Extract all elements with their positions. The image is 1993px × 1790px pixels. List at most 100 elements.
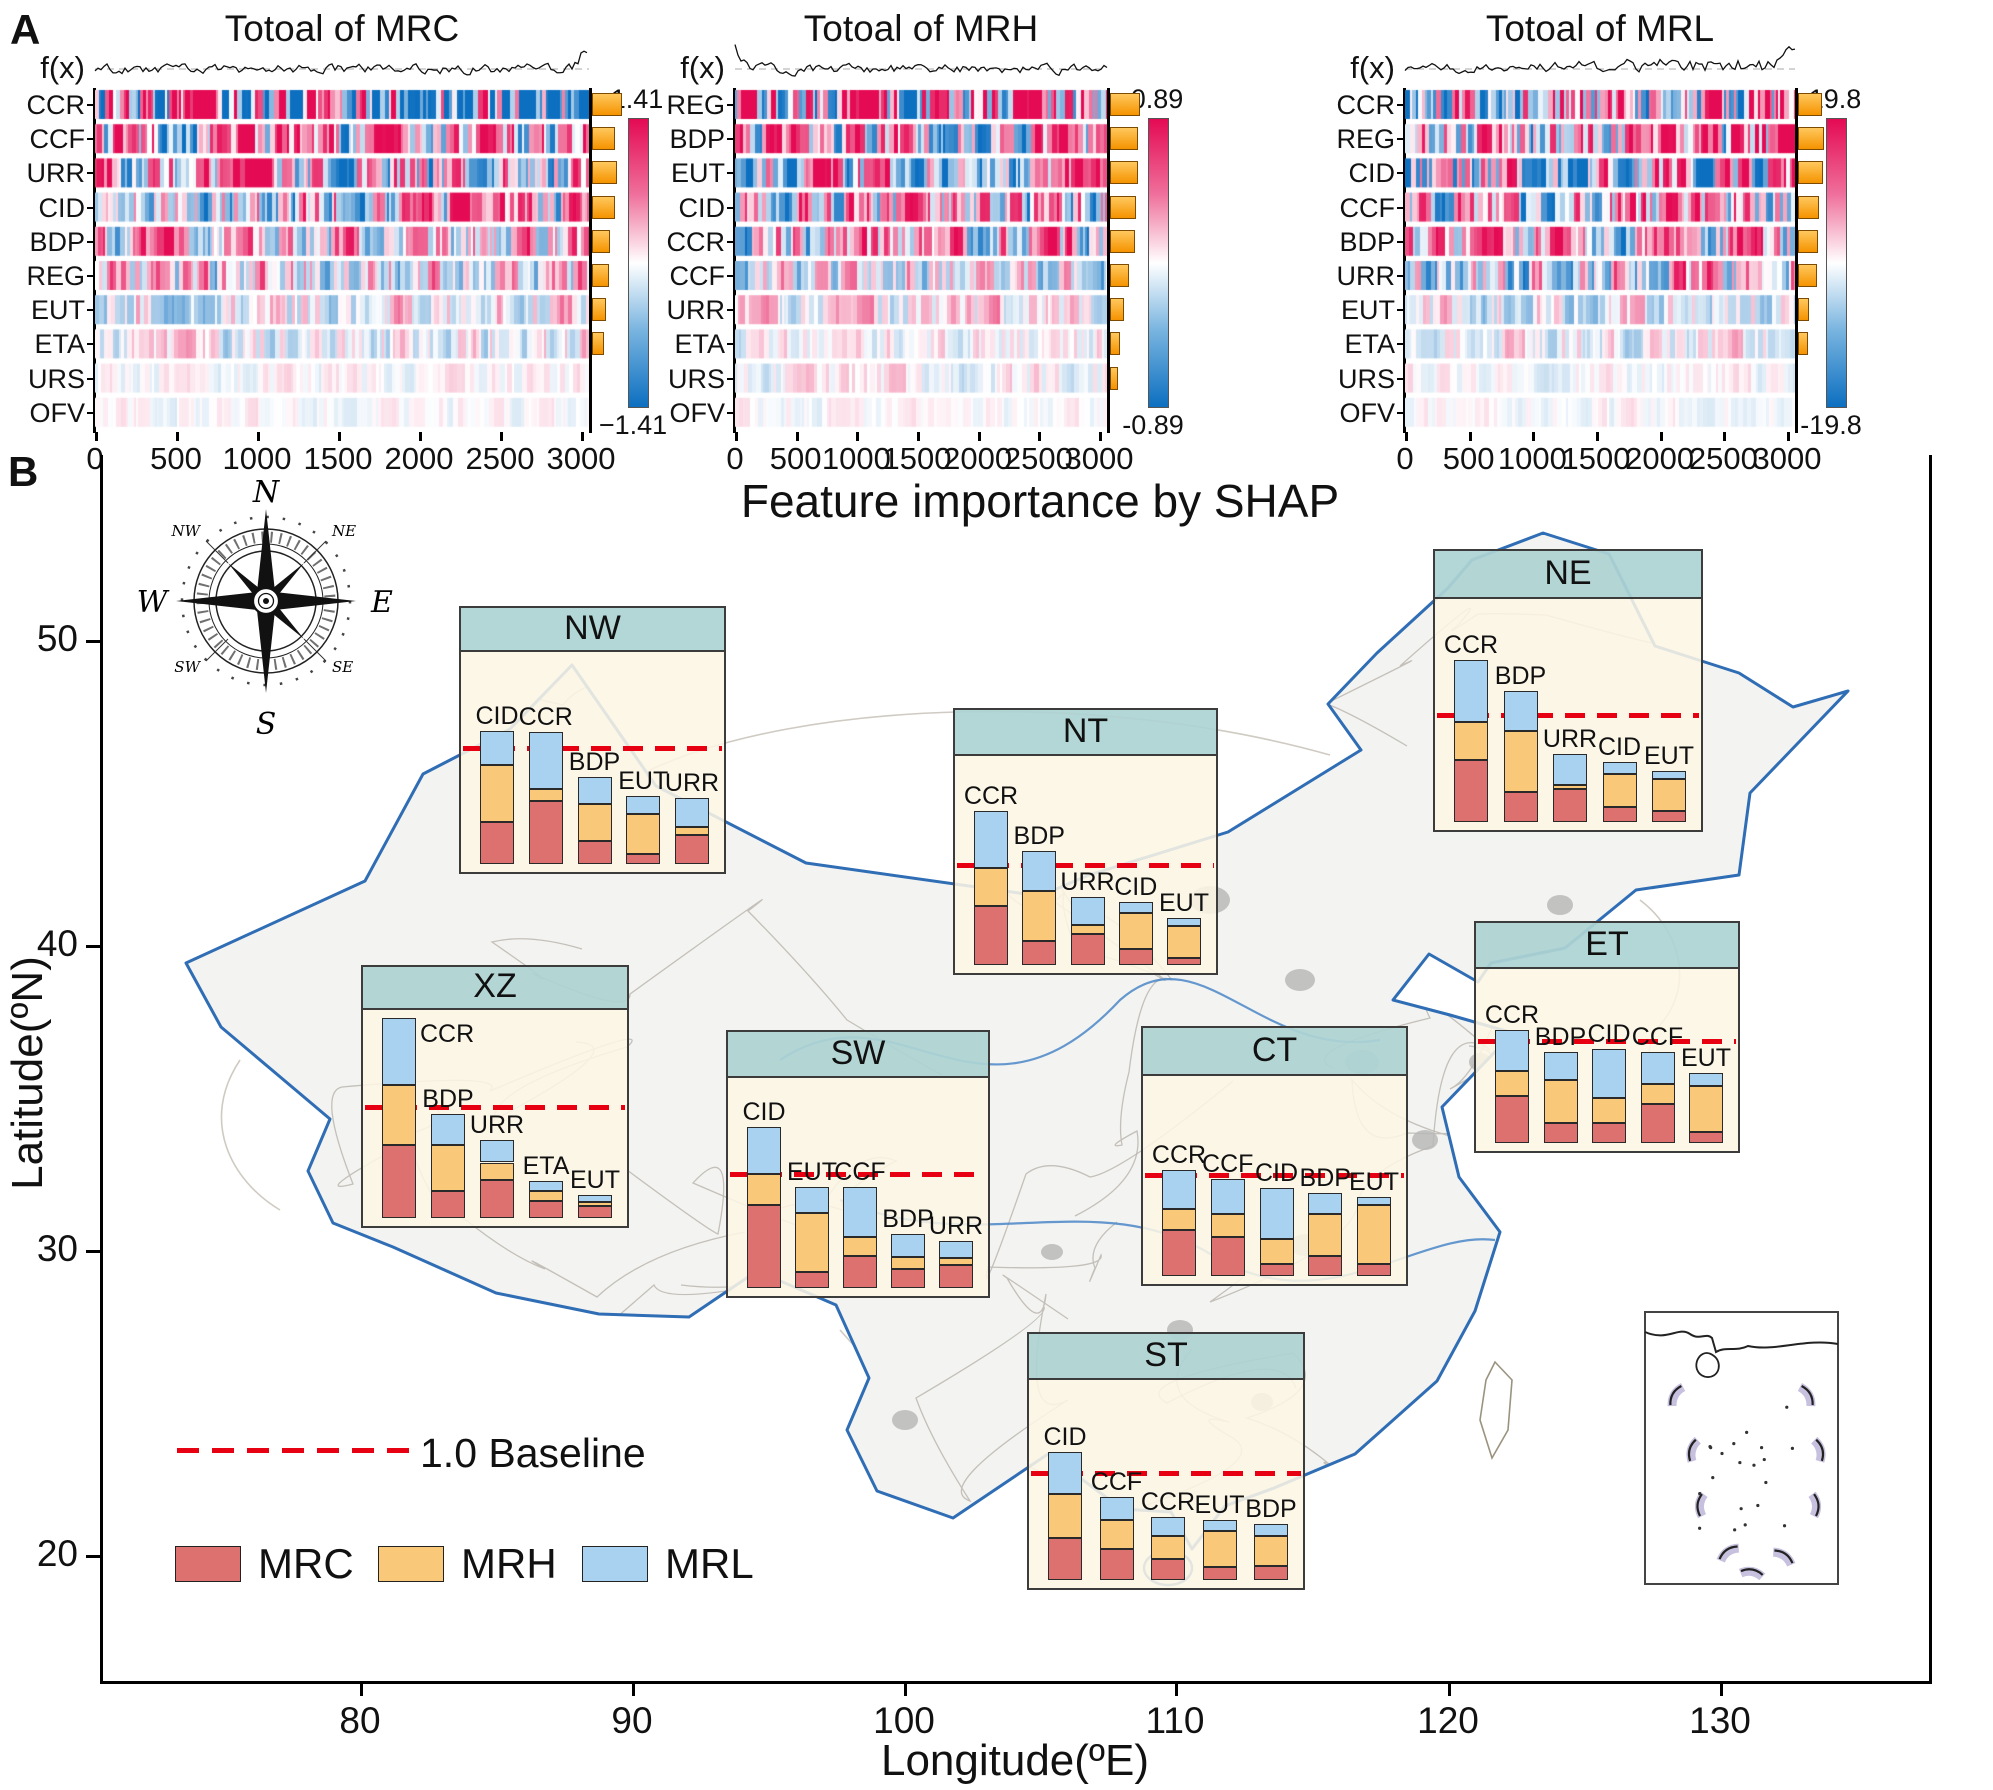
- bar-segment-SW-BDP-MRH: [891, 1257, 925, 1269]
- bar-label-SW-BDP: BDP: [882, 1205, 934, 1234]
- legend-swatch-mrl: [582, 1546, 648, 1582]
- bar-segment-NE-CID-MRL: [1602, 762, 1637, 774]
- legend-swatch-mrc: [175, 1546, 241, 1582]
- y-tick-label: 40: [36, 923, 78, 964]
- bar-segment-CT-CCR-MRH: [1162, 1209, 1196, 1230]
- row-label-URS: URS: [667, 363, 725, 394]
- x-tick-label: 1500: [1561, 441, 1631, 476]
- row-label-URR: URR: [26, 158, 86, 189]
- bar-label-ST-EUT: EUT: [1194, 1491, 1245, 1520]
- row-label-CCF: CCF: [669, 261, 726, 291]
- bar-segment-ST-EUT-MRL: [1202, 1520, 1237, 1531]
- x-tick: [360, 1682, 363, 1696]
- bar-segment-SW-EUT-MRH: [795, 1212, 829, 1273]
- bar-segment-NT-CID-MRH: [1118, 913, 1153, 949]
- row-label-CCR: CCR: [666, 226, 726, 257]
- row-tick: [1397, 104, 1403, 106]
- x-tick: [1659, 432, 1663, 441]
- x-tick-label: 3000: [1752, 441, 1822, 476]
- svg-text:E: E: [370, 585, 393, 620]
- bar-segment-ST-CCF-MRC: [1099, 1548, 1134, 1580]
- row-tick: [727, 377, 733, 380]
- row-label-BDP: BDP: [669, 124, 725, 155]
- bar-segment-CT-EUT-MRL: [1357, 1197, 1391, 1206]
- x-tick: [917, 432, 920, 441]
- row-tick: [1397, 343, 1403, 346]
- bar-segment-NT-CCR-MRH: [974, 868, 1008, 906]
- bar-label-NE-CID: CID: [1597, 733, 1642, 762]
- bar-label-NT-BDP: BDP: [1013, 822, 1065, 850]
- row-label-CID: CID: [678, 192, 726, 223]
- importance-bar-EUT: [1110, 161, 1138, 185]
- row-label-ETA: ETA: [674, 329, 725, 360]
- x-tick-label: 1500: [882, 441, 952, 476]
- bar-segment-ET-EUT-MRH: [1689, 1085, 1723, 1132]
- region-inset-NW: NW CID CCR BDP EUT URR: [459, 606, 726, 874]
- row-tick: [727, 343, 733, 346]
- bar-segment-NE-BDP-MRL: [1503, 691, 1538, 732]
- bar-label-CT-EUT: EUT: [1349, 1168, 1399, 1197]
- bar-segment-ST-CID-MRC: [1048, 1538, 1082, 1580]
- x-tick-label: 1000: [1497, 441, 1567, 476]
- bar-segment-ET-BDP-MRH: [1543, 1079, 1578, 1123]
- x-tick: [1787, 432, 1790, 441]
- region-inset-header: CT: [1143, 1028, 1406, 1076]
- bar-label-XZ-CCR: CCR: [420, 1020, 475, 1049]
- baseline-1.0: [463, 746, 722, 751]
- bar-segment-XZ-EUT-MRC: [578, 1205, 612, 1218]
- bar-segment-SW-CCF-MRH: [843, 1236, 877, 1257]
- right-spine: [1929, 455, 1932, 1684]
- bar-segment-NW-CID-MRC: [480, 822, 514, 864]
- bar-segment-XZ-URR-MRL: [480, 1140, 514, 1163]
- bar-segment-NW-EUT-MRH: [626, 814, 661, 854]
- region-inset-header: NE: [1435, 551, 1701, 599]
- svg-text:S: S: [256, 707, 277, 742]
- bar-segment-ET-CID-MRL: [1592, 1049, 1626, 1099]
- shap-heatmap-canvas: [735, 88, 1107, 430]
- row-label-BDP: BDP: [1339, 226, 1395, 257]
- y-tick: [86, 1250, 100, 1253]
- bar-segment-CT-EUT-MRC: [1357, 1263, 1391, 1276]
- fx-label: f(x): [40, 50, 85, 85]
- bar-segment-SW-BDP-MRL: [891, 1234, 925, 1258]
- bar-segment-NT-EUT-MRH: [1167, 926, 1201, 958]
- row-tick: [87, 377, 93, 380]
- fx-sparkline-svg: [1404, 45, 1796, 75]
- bar-label-NW-EUT: EUT: [618, 766, 669, 795]
- chart-title: Totoal of MRH: [803, 8, 1039, 49]
- bar-label-ET-EUT: EUT: [1681, 1043, 1731, 1072]
- baseline-legend-label: 1.0 Baseline: [420, 1430, 646, 1476]
- bar-segment-NW-CCR-MRH: [528, 788, 563, 802]
- importance-bar-URR: [1798, 264, 1817, 287]
- row-tick: [1397, 138, 1403, 141]
- scs-inset: [1644, 1311, 1839, 1585]
- row-tick: [87, 309, 93, 312]
- importance-bar-EUT: [1798, 298, 1809, 322]
- x-tick: [581, 432, 584, 441]
- scs-island-dots: [1698, 1405, 1795, 1532]
- importance-bar-BDP: [1110, 127, 1138, 151]
- bar-segment-NE-CCR-MRC: [1454, 759, 1488, 822]
- left-spine: [93, 88, 96, 433]
- bar-segment-ST-CID-MRL: [1048, 1451, 1082, 1495]
- bar-label-SW-EUT: EUT: [787, 1157, 837, 1186]
- x-tick: [977, 432, 981, 441]
- x-tick-label: 1000: [821, 441, 891, 476]
- svg-text:NE: NE: [331, 522, 356, 540]
- x-tick-label: 100: [873, 1700, 935, 1741]
- row-label-URR: URR: [1336, 261, 1396, 291]
- bar-segment-NW-EUT-MRC: [626, 853, 661, 864]
- bar-segment-CT-CCF-MRL: [1210, 1179, 1245, 1215]
- bar-segment-ST-CCF-MRH: [1099, 1520, 1134, 1549]
- row-tick: [87, 206, 93, 209]
- region-inset-NE: NE CCR BDP URR CID EUT: [1433, 549, 1703, 832]
- bar-segment-SW-EUT-MRL: [795, 1186, 829, 1213]
- svg-text:W: W: [137, 585, 170, 620]
- taiwan-outline: [1479, 1360, 1513, 1460]
- row-label-ETA: ETA: [34, 329, 85, 360]
- bar-label-NT-CID: CID: [1114, 873, 1158, 901]
- shap-heatmap-canvas: [95, 88, 589, 430]
- row-label-CCF: CCF: [1339, 192, 1396, 223]
- bar-segment-CT-CCR-MRL: [1162, 1169, 1196, 1210]
